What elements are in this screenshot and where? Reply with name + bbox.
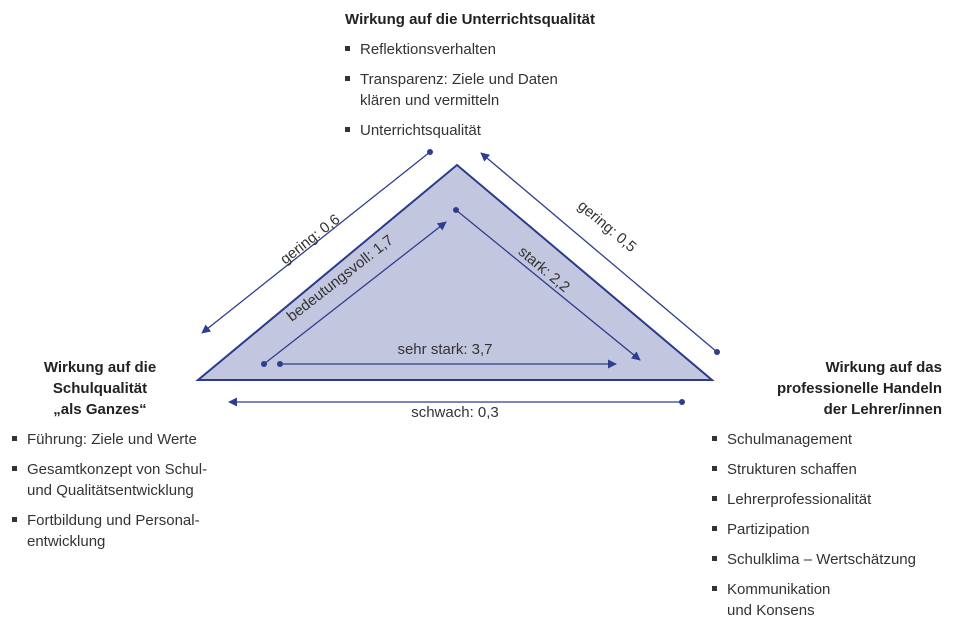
bullet bbox=[345, 127, 350, 132]
bullet-text: und Konsens bbox=[727, 602, 815, 619]
bullet-text: Strukturen schaffen bbox=[727, 461, 857, 478]
dot bbox=[679, 399, 685, 405]
arrow bbox=[263, 221, 447, 365]
arrows bbox=[201, 149, 720, 407]
bullet bbox=[712, 466, 717, 471]
bullet-text: entwicklung bbox=[27, 533, 105, 550]
bullet-text: und Qualitätsentwicklung bbox=[27, 482, 194, 499]
bullet-text: Schulklima – Wertschätzung bbox=[727, 551, 916, 568]
bullet-text: klären und vermitteln bbox=[360, 92, 499, 109]
bullet bbox=[712, 556, 717, 561]
bullet-text: Unterrichtsqualität bbox=[360, 122, 482, 139]
bullet-text: Kommunikation bbox=[727, 581, 830, 598]
bullet-text: Fortbildung und Personal- bbox=[27, 512, 200, 529]
edge-label: sehr stark: 3,7 bbox=[397, 341, 492, 358]
node-title: Schulqualität bbox=[53, 380, 147, 397]
node-title: „als Ganzes“ bbox=[53, 401, 146, 418]
dot bbox=[261, 361, 267, 367]
bullet-text: Partizipation bbox=[727, 521, 810, 538]
bullet bbox=[712, 586, 717, 591]
dot bbox=[714, 349, 720, 355]
node-title: der Lehrer/innen bbox=[824, 401, 942, 418]
bullet bbox=[345, 76, 350, 81]
bullet bbox=[12, 466, 17, 471]
node-title: Wirkung auf das bbox=[825, 359, 942, 376]
arrow bbox=[201, 151, 431, 334]
edge-label: schwach: 0,3 bbox=[411, 404, 499, 421]
arrow bbox=[455, 209, 641, 361]
bullet-text: Transparenz: Ziele und Daten bbox=[360, 71, 558, 88]
bullet-text: Schulmanagement bbox=[727, 431, 853, 448]
dot bbox=[427, 149, 433, 155]
edge-label: gering: 0,5 bbox=[574, 197, 639, 256]
node-title: Wirkung auf die Unterrichtsqualität bbox=[345, 11, 595, 28]
bullet-text: Lehrerprofessionalität bbox=[727, 491, 872, 508]
dot bbox=[453, 207, 459, 213]
bullet bbox=[345, 46, 350, 51]
bullet-text: Reflektionsverhalten bbox=[360, 41, 496, 58]
bullet bbox=[712, 526, 717, 531]
arrow bbox=[480, 152, 718, 353]
edge-label: gering: 0,6 bbox=[277, 211, 343, 268]
bullet bbox=[712, 496, 717, 501]
bullet bbox=[12, 517, 17, 522]
node-title: professionelle Handeln bbox=[777, 380, 942, 397]
bullet-text: Führung: Ziele und Werte bbox=[27, 431, 197, 448]
bullet-text: Gesamtkonzept von Schul- bbox=[27, 461, 207, 478]
bullet bbox=[712, 436, 717, 441]
triangle bbox=[195, 163, 715, 381]
dot bbox=[277, 361, 283, 367]
bullet bbox=[12, 436, 17, 441]
node-title: Wirkung auf die bbox=[44, 359, 156, 376]
